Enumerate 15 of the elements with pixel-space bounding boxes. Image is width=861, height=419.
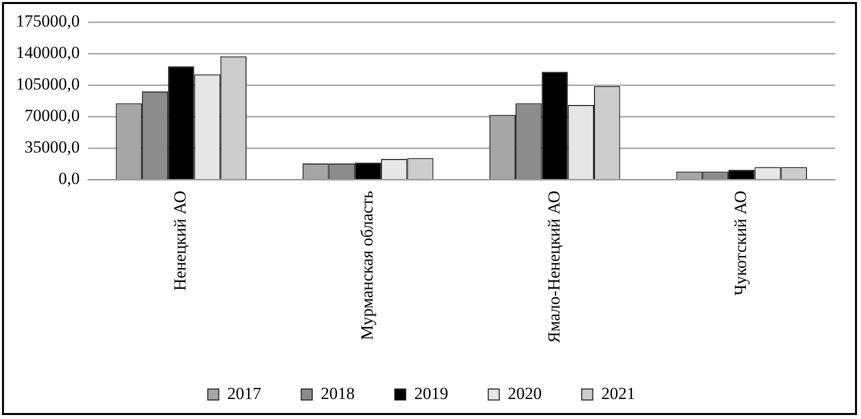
y-tick-label: 35000,0 [24, 138, 80, 157]
legend-label: 2017 [227, 384, 262, 403]
y-tick-label: 70000,0 [24, 106, 80, 126]
y-tick-label: 175000,0 [16, 12, 80, 31]
legend-label: 2019 [414, 384, 448, 403]
x-tick-label: Мурманская область [357, 190, 376, 340]
y-tick-label: 0,0 [58, 169, 80, 188]
legend-label: 2021 [601, 384, 636, 403]
y-tick-label: 140000,0 [16, 43, 80, 62]
y-tick-label: 105000,0 [16, 74, 80, 94]
x-tick-label: Ямало-Ненецкий АО [544, 190, 564, 343]
x-tick-label: Ненецкий АО [170, 190, 190, 291]
legend-label: 2020 [508, 384, 542, 403]
legend-label: 2018 [320, 384, 355, 403]
x-tick-label: Чукотский АО [731, 190, 750, 296]
